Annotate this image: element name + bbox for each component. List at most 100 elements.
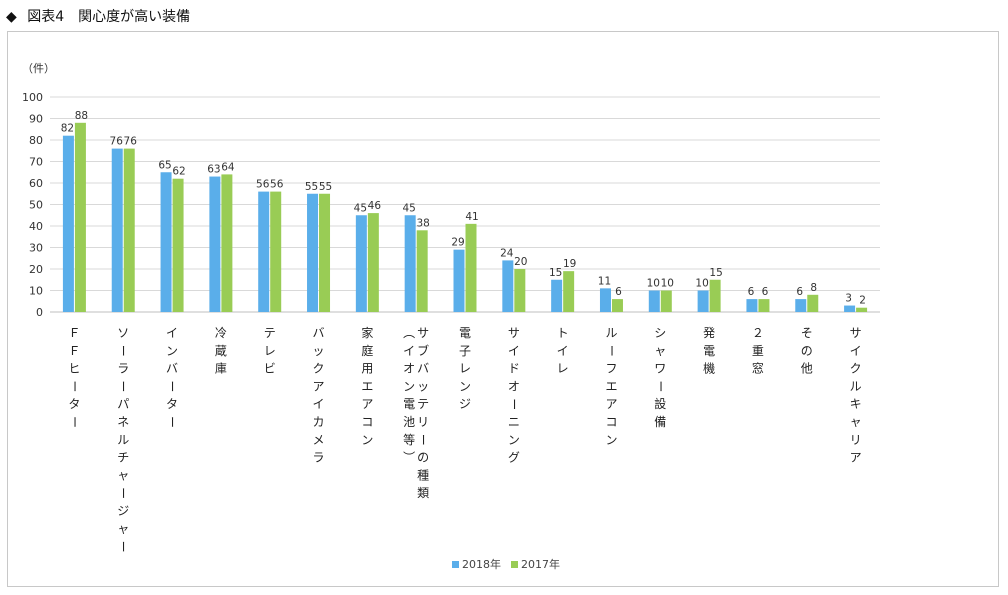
category-label-char: ッ <box>417 379 429 393</box>
bar-series1 <box>404 215 416 312</box>
category-label-char: Ｆ <box>68 344 80 358</box>
data-label: 45 <box>402 202 415 214</box>
category-label-char: ャ <box>850 415 862 429</box>
y-axis: 0 10 20 30 40 50 60 70 80 90 100 （件） <box>22 62 55 319</box>
category-label-char: ー <box>116 380 130 392</box>
bar-series2 <box>709 279 721 312</box>
page-title-text: 図表4 関心度が高い装備 <box>27 9 191 25</box>
category-label-char: レ <box>459 362 471 376</box>
bar-series1 <box>355 215 367 312</box>
data-label: 55 <box>305 181 318 193</box>
category-label-char: ル <box>850 379 862 393</box>
category-label-char: ソ <box>117 326 129 340</box>
y-tick-label: 0 <box>36 306 43 319</box>
y-tick-label: 50 <box>29 199 43 212</box>
category-label: その他 <box>801 326 813 376</box>
y-axis-unit-label: （件） <box>22 62 55 75</box>
bar-series2 <box>465 223 477 312</box>
y-tick-label: 80 <box>29 134 43 147</box>
category-label-char: ニ <box>508 415 520 429</box>
category-label-char: キ <box>850 397 862 411</box>
bar-series2 <box>367 213 379 312</box>
category-label-char: 発 <box>703 326 715 340</box>
category-label-char: フ <box>605 362 617 376</box>
y-tick-label: 70 <box>29 156 43 169</box>
category-label-char: ２ <box>752 326 764 340</box>
category-label-char: ア <box>313 379 325 393</box>
category-label-char: パ <box>117 397 129 411</box>
bar-series2 <box>221 174 233 312</box>
category-label: 冷蔵庫 <box>215 326 227 376</box>
category-label-char: メ <box>313 433 325 447</box>
category-label-char: レ <box>264 344 276 358</box>
category-label-char: 他 <box>801 362 813 376</box>
page-title: ◆ 図表4 関心度が高い装備 <box>6 7 190 27</box>
category-label-char: ワ <box>654 362 666 376</box>
bar-series2 <box>514 269 526 312</box>
category-label-char: 庫 <box>215 362 227 376</box>
category-label-char: 種 <box>417 468 429 482</box>
category-label-char: 設 <box>654 396 666 411</box>
data-label: 20 <box>514 256 527 268</box>
bar-series1 <box>551 279 563 312</box>
bar-series2 <box>416 230 428 312</box>
category-label-char: オ <box>403 362 415 376</box>
data-label: 76 <box>110 136 124 148</box>
category-label-char: の <box>417 451 429 465</box>
category-label-char: オ <box>508 379 520 393</box>
category-label-char: テ <box>264 326 276 340</box>
category-label-char: 用 <box>361 362 373 376</box>
category-label-char: グ <box>508 451 520 465</box>
category-label-char: ー <box>165 416 179 428</box>
category-label-char: イ <box>850 344 862 358</box>
bar-series1 <box>844 305 856 312</box>
category-label-char: ャ <box>654 344 666 358</box>
category-label-char: ル <box>117 433 129 447</box>
category-label-char: イ <box>557 344 569 358</box>
category-label-char: ク <box>850 362 862 376</box>
category-label-char: ン <box>166 344 178 358</box>
legend-label: 2018年 <box>462 557 501 571</box>
data-label: 10 <box>647 278 660 290</box>
category-label-char: 備 <box>654 414 666 429</box>
category-label-char: ン <box>403 379 415 393</box>
category-label-char: ト <box>557 326 569 340</box>
category-label-char: ネ <box>117 415 129 429</box>
category-label-char: タ <box>68 397 80 411</box>
bar-series2 <box>74 122 86 312</box>
category-label-char: 電 <box>403 397 415 411</box>
data-label: 8 <box>810 282 817 294</box>
category-label: ２ 重窓 <box>752 326 764 376</box>
y-tick-label: 60 <box>29 177 43 190</box>
category-label-char: ー <box>165 380 179 392</box>
category-label: テレビ <box>264 326 276 376</box>
category-label-char: イ <box>403 344 415 358</box>
y-tick-label: 10 <box>29 285 43 298</box>
category-label: 発電機 <box>703 326 715 376</box>
data-label: 29 <box>451 237 464 249</box>
legend-swatch <box>452 561 459 568</box>
y-tick-label: 100 <box>22 91 43 104</box>
category-label-char: 池 <box>403 415 415 429</box>
category-label-char: 電 <box>459 326 471 340</box>
category-label-char: の <box>801 344 813 358</box>
category-label-char: イ <box>166 326 178 340</box>
category-label-char: サ <box>508 326 520 340</box>
category-label-char: テ <box>417 397 429 411</box>
category-label-char: 庭 <box>361 343 373 358</box>
category-label-char: 電 <box>703 344 715 358</box>
bar-series1 <box>746 299 758 312</box>
bar-series2 <box>611 299 623 312</box>
bar-series1 <box>258 191 270 312</box>
bar-series2 <box>856 307 868 312</box>
bar-series1 <box>111 148 123 312</box>
bar-series2 <box>758 299 770 312</box>
category-label-char: ー <box>604 345 618 357</box>
bar-series2 <box>563 271 575 312</box>
data-label: 82 <box>61 123 74 135</box>
category-label-char: ー <box>116 541 130 553</box>
